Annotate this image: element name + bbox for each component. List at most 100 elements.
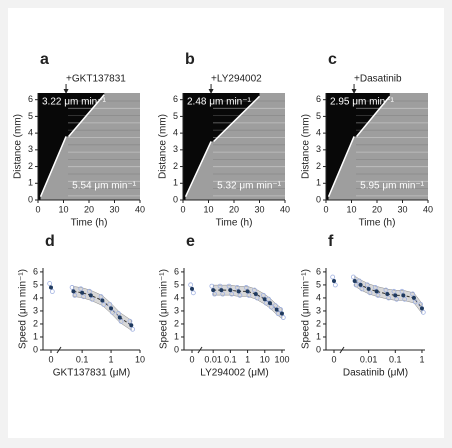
rate-label: 5.32 μm min⁻¹ — [217, 181, 282, 192]
replicate — [47, 281, 53, 286]
replicate — [118, 319, 124, 324]
replicate — [278, 307, 284, 312]
y-tick-label: 0 — [174, 344, 179, 354]
replicate — [107, 301, 113, 307]
panel-letter: e — [186, 233, 195, 250]
y-tick-label: 3 — [28, 144, 33, 154]
replicate — [188, 282, 194, 288]
point — [253, 292, 258, 297]
point — [49, 285, 53, 290]
replicate — [367, 290, 373, 296]
replicate — [234, 285, 240, 290]
point — [274, 307, 279, 312]
x-tick-label: 30 — [397, 204, 407, 214]
replicate — [353, 282, 359, 288]
point — [190, 286, 194, 291]
replicate — [261, 292, 266, 298]
y-tick-label: 3 — [33, 305, 38, 315]
x-tick-label: 10 — [260, 354, 270, 364]
treatment-label: +LY294002 — [211, 74, 262, 85]
point — [352, 279, 357, 284]
panel-letter: a — [40, 51, 49, 68]
point — [401, 293, 406, 298]
rate-label: 2.48 μm min⁻¹ — [187, 97, 252, 108]
fit-line — [213, 289, 283, 314]
y-tick-label: 4 — [174, 292, 179, 302]
point — [88, 293, 93, 298]
replicate — [386, 295, 392, 301]
replicate — [127, 318, 133, 324]
replicate — [252, 287, 257, 293]
replicate — [280, 315, 286, 320]
panel-letter: f — [328, 233, 334, 250]
rate-label: 5.54 μm min⁻¹ — [72, 181, 137, 192]
arrow-head — [63, 89, 69, 94]
x-axis-label: GKT137831 (μM) — [53, 368, 130, 379]
x-tick-label: 0.1 — [76, 354, 89, 364]
replicate — [399, 288, 405, 294]
point — [117, 315, 122, 320]
x-tick-label: 0 — [323, 204, 328, 214]
rate-label: 3.22 μm min⁻¹ — [42, 97, 107, 108]
replicate — [246, 293, 252, 298]
y-axis-label: Speed (μm min⁻¹) — [18, 269, 29, 349]
y-tick-label: 0 — [33, 344, 38, 354]
y-tick-label: 2 — [174, 318, 179, 328]
replicate — [372, 285, 378, 290]
x-axis-label: Time (h) — [216, 218, 253, 229]
x-tick-label: 10 — [135, 354, 145, 364]
replicate — [420, 309, 426, 315]
y-tick-label: 1 — [33, 331, 38, 341]
x-tick-label: 0.01 — [360, 354, 378, 364]
replicate — [101, 302, 107, 307]
y-tick-label: 4 — [173, 128, 178, 138]
replicate — [332, 282, 338, 288]
treatment-label: +Dasatinib — [354, 74, 402, 85]
replicate — [412, 299, 418, 305]
x-tick-label: 0 — [48, 354, 53, 364]
rate-label: 2.95 μm min⁻¹ — [330, 97, 395, 108]
y-tick-label: 2 — [173, 161, 178, 171]
point — [374, 289, 379, 294]
point — [129, 323, 134, 328]
x-tick-label: 1 — [419, 354, 424, 364]
replicate — [266, 296, 272, 302]
treatment-label: +GKT137831 — [66, 74, 126, 85]
x-axis-label: Dasatinib (μM) — [343, 368, 408, 379]
replicate — [330, 274, 336, 280]
front-line — [184, 141, 212, 197]
cell-region — [185, 93, 285, 200]
point — [267, 301, 272, 306]
x-tick-label: 0.1 — [224, 354, 237, 364]
y-tick-label: 6 — [316, 94, 321, 104]
replicate — [402, 296, 408, 302]
y-tick-label: 0 — [173, 194, 178, 204]
y-tick-label: 4 — [316, 292, 321, 302]
y-tick-label: 5 — [316, 279, 321, 289]
y-tick-label: 0 — [316, 194, 321, 204]
point — [80, 290, 85, 295]
replicate — [109, 309, 115, 315]
arrow-head — [351, 89, 357, 94]
y-tick-label: 5 — [316, 111, 321, 121]
x-tick-label: 10 — [203, 204, 213, 214]
panel-letter: b — [185, 51, 195, 68]
y-tick-label: 1 — [174, 331, 179, 341]
replicate — [356, 278, 362, 284]
point — [385, 292, 390, 297]
y-tick-label: 6 — [28, 94, 33, 104]
x-tick-label: 0.1 — [389, 354, 402, 364]
replicate — [190, 290, 196, 296]
point — [236, 289, 241, 294]
replicate — [273, 303, 278, 309]
y-tick-label: 4 — [33, 292, 38, 302]
y-tick-label: 0 — [316, 344, 321, 354]
x-tick-label: 0 — [35, 204, 40, 214]
point — [332, 279, 336, 284]
y-tick-label: 2 — [33, 318, 38, 328]
y-tick-label: 1 — [173, 178, 178, 188]
panel-letter: d — [45, 233, 55, 250]
x-tick-label: 0 — [331, 354, 336, 364]
y-tick-label: 6 — [33, 266, 38, 276]
arrow-head — [208, 89, 214, 94]
